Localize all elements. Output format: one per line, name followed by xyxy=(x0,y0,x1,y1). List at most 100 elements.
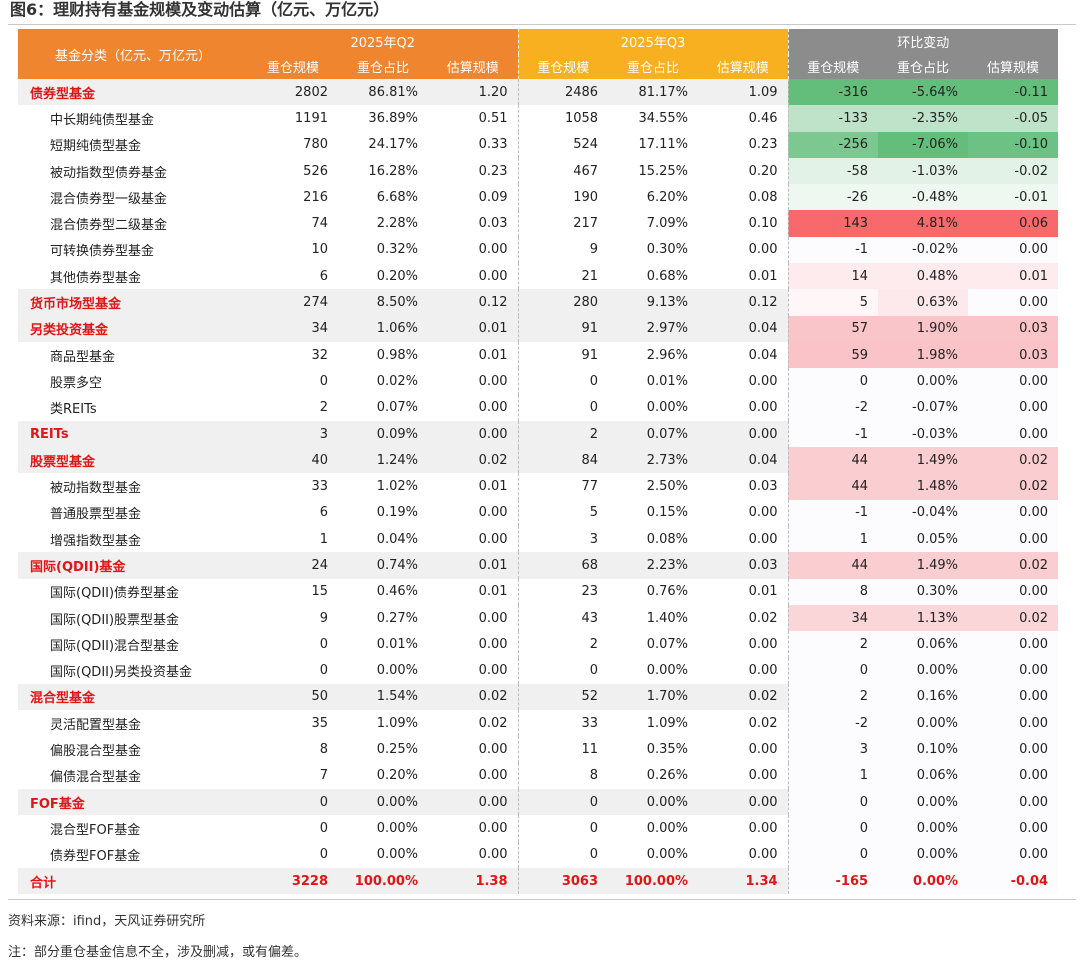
table-row: 混合债券型一级基金 216 6.68% 0.09 190 6.20% 0.08 -26 -0.4… xyxy=(18,184,1059,211)
fund-name: REITs xyxy=(18,420,248,448)
q2-cell: 34 xyxy=(248,315,338,342)
q3-cell: 0.00% xyxy=(646,820,689,836)
fund-name: 灵活配置型基金 xyxy=(50,717,142,733)
q3-cell: 77 xyxy=(581,479,599,495)
change-cell: 0.05% xyxy=(878,526,969,553)
change-cell: 57 xyxy=(788,315,879,342)
q2-cell: 274 xyxy=(248,289,338,316)
q2-cell: 0.00 xyxy=(428,394,519,421)
q2-cell: 1.06% xyxy=(338,315,428,342)
q2-cell: 1 xyxy=(319,531,328,547)
change-cell: 0.00 xyxy=(968,631,1059,658)
change-cell: 0.03 xyxy=(968,315,1059,342)
q3-cell: 0.76% xyxy=(646,584,689,600)
q2-cell: 0.46% xyxy=(376,584,418,600)
change-cell: -1 xyxy=(788,236,879,264)
change-cell: -0.03% xyxy=(878,420,969,448)
fund-name: 偏股混合型基金 xyxy=(50,744,142,760)
q3-cell: 0 xyxy=(589,373,599,389)
q3-cell: 0.00 xyxy=(698,657,789,684)
change-cell: -0.02% xyxy=(878,236,969,264)
q2-cell: 6 xyxy=(319,505,328,521)
q3-cell: 0.02 xyxy=(698,604,789,632)
change-cell: 0.00% xyxy=(878,710,969,737)
table-row: 国际(QDII)债券型基金 15 0.46% 0.01 23 0.76% 0.01 8 0.30… xyxy=(18,578,1059,605)
change-cell: -2 xyxy=(788,710,879,737)
q2-cell: 0.02% xyxy=(376,373,418,389)
q3-cell: 33 xyxy=(581,715,599,731)
q3-cell: 1058 xyxy=(564,110,599,126)
q2-cell: 0.00 xyxy=(428,762,519,790)
q2-cell: 24.17% xyxy=(368,137,418,153)
table-row: 短期纯债型基金 780 24.17% 0.33 524 17.11% 0.23 -256 -7.… xyxy=(18,131,1059,158)
q3-cell: 2.23% xyxy=(608,552,699,579)
q3-cell: 0.00 xyxy=(698,841,789,868)
q2-cell: 74 xyxy=(311,216,328,232)
table-row: 普通股票型基金 6 0.19% 0.00 5 0.15% 0.00 -1 -0.04% 0.00 xyxy=(18,499,1059,527)
q3-cell: 17.11% xyxy=(638,137,689,153)
fund-name: 合计 xyxy=(18,867,248,895)
category-row: 混合型基金 50 1.54% 0.02 52 1.70% 0.02 2 0.16% 0.00 xyxy=(18,683,1059,711)
q2-cell: 0.51 xyxy=(428,105,519,132)
change-cell: -256 xyxy=(788,131,879,158)
header-category: 基金分类（亿元、万亿元） xyxy=(18,29,248,79)
q2-cell: 15 xyxy=(311,584,328,600)
q2-cell: 0.23 xyxy=(428,157,519,185)
q2-cell: 0.00 xyxy=(428,263,519,290)
header-change: 环比变动 xyxy=(788,29,1059,54)
header-col: 重仓规模 xyxy=(248,54,338,79)
change-cell: 0.00% xyxy=(878,368,969,395)
change-cell: 0.00 xyxy=(968,526,1059,553)
q2-cell: 50 xyxy=(248,683,338,711)
q2-cell: 0.33 xyxy=(428,131,519,158)
q2-cell: 0 xyxy=(319,847,328,863)
q3-cell: 0.68% xyxy=(646,268,689,284)
change-cell: 0.00 xyxy=(968,815,1059,842)
fund-name: 商品型基金 xyxy=(50,349,116,365)
change-cell: 1 xyxy=(788,762,879,790)
q2-cell: 8 xyxy=(319,742,328,758)
q3-cell: 81.17% xyxy=(608,79,699,106)
q2-cell: 0.00 xyxy=(428,815,519,842)
q3-cell: 0.00 xyxy=(698,499,789,527)
q3-cell: 21 xyxy=(581,268,599,284)
table-body: 债券型基金 2802 86.81% 1.20 2486 81.17% 1.09 -316 -5.… xyxy=(18,79,1059,895)
q3-cell: 0.00 xyxy=(698,368,789,395)
category-row: 货币市场型基金 274 8.50% 0.12 280 9.13% 0.12 5 0.63% 0.0… xyxy=(18,289,1059,316)
change-cell: 44 xyxy=(788,447,879,474)
change-cell: 14 xyxy=(788,263,879,290)
footnote: 注：部分重仓基金信息不全，涉及删减，或有偏差。 xyxy=(8,945,308,960)
q3-cell: 280 xyxy=(518,289,609,316)
change-cell: -0.10 xyxy=(968,131,1059,158)
category-row: REITs 3 0.09% 0.00 2 0.07% 0.00 -1 -0.03% 0.00 xyxy=(18,420,1059,448)
change-cell: -2 xyxy=(788,394,879,421)
q2-cell: 0.00 xyxy=(428,736,519,763)
q2-cell: 0.00 xyxy=(428,631,519,658)
q2-cell: 0.00% xyxy=(376,663,418,679)
q3-cell: 6.20% xyxy=(646,189,689,205)
table-row: 国际(QDII)另类投资基金 0 0.00% 0.00 0 0.00% 0.00 0 0.00%… xyxy=(18,657,1059,684)
q2-cell: 0.98% xyxy=(376,347,418,363)
q3-cell: 217 xyxy=(573,216,599,232)
change-cell: 0.16% xyxy=(878,683,969,711)
q2-cell: 86.81% xyxy=(338,79,428,106)
fund-name: 混合债券型一级基金 xyxy=(50,191,168,207)
change-cell: 1.90% xyxy=(878,315,969,342)
change-cell: 4.81% xyxy=(878,210,969,237)
q2-cell: 0.03 xyxy=(428,210,519,237)
change-cell: 0.00 xyxy=(968,236,1059,264)
header-col: 估算规模 xyxy=(968,54,1059,79)
q3-cell: 7.09% xyxy=(646,216,689,232)
change-cell: 44 xyxy=(788,552,879,579)
q3-cell: 467 xyxy=(573,163,599,179)
fund-name: 被动指数型基金 xyxy=(50,481,142,497)
q2-cell: 6.68% xyxy=(376,189,418,205)
q2-cell: 32 xyxy=(311,347,328,363)
fund-name: 普通股票型基金 xyxy=(50,507,142,523)
category-row: 另类投资基金 34 1.06% 0.01 91 2.97% 0.04 57 1.90% 0.03 xyxy=(18,315,1059,342)
q2-cell: 0.00 xyxy=(428,789,519,816)
q2-cell: 0.00 xyxy=(428,526,519,553)
table-row: 国际(QDII)混合型基金 0 0.01% 0.00 2 0.07% 0.00 2 0.06% 0… xyxy=(18,631,1059,658)
q3-cell: 0 xyxy=(589,400,599,416)
q2-cell: 0 xyxy=(319,636,328,652)
